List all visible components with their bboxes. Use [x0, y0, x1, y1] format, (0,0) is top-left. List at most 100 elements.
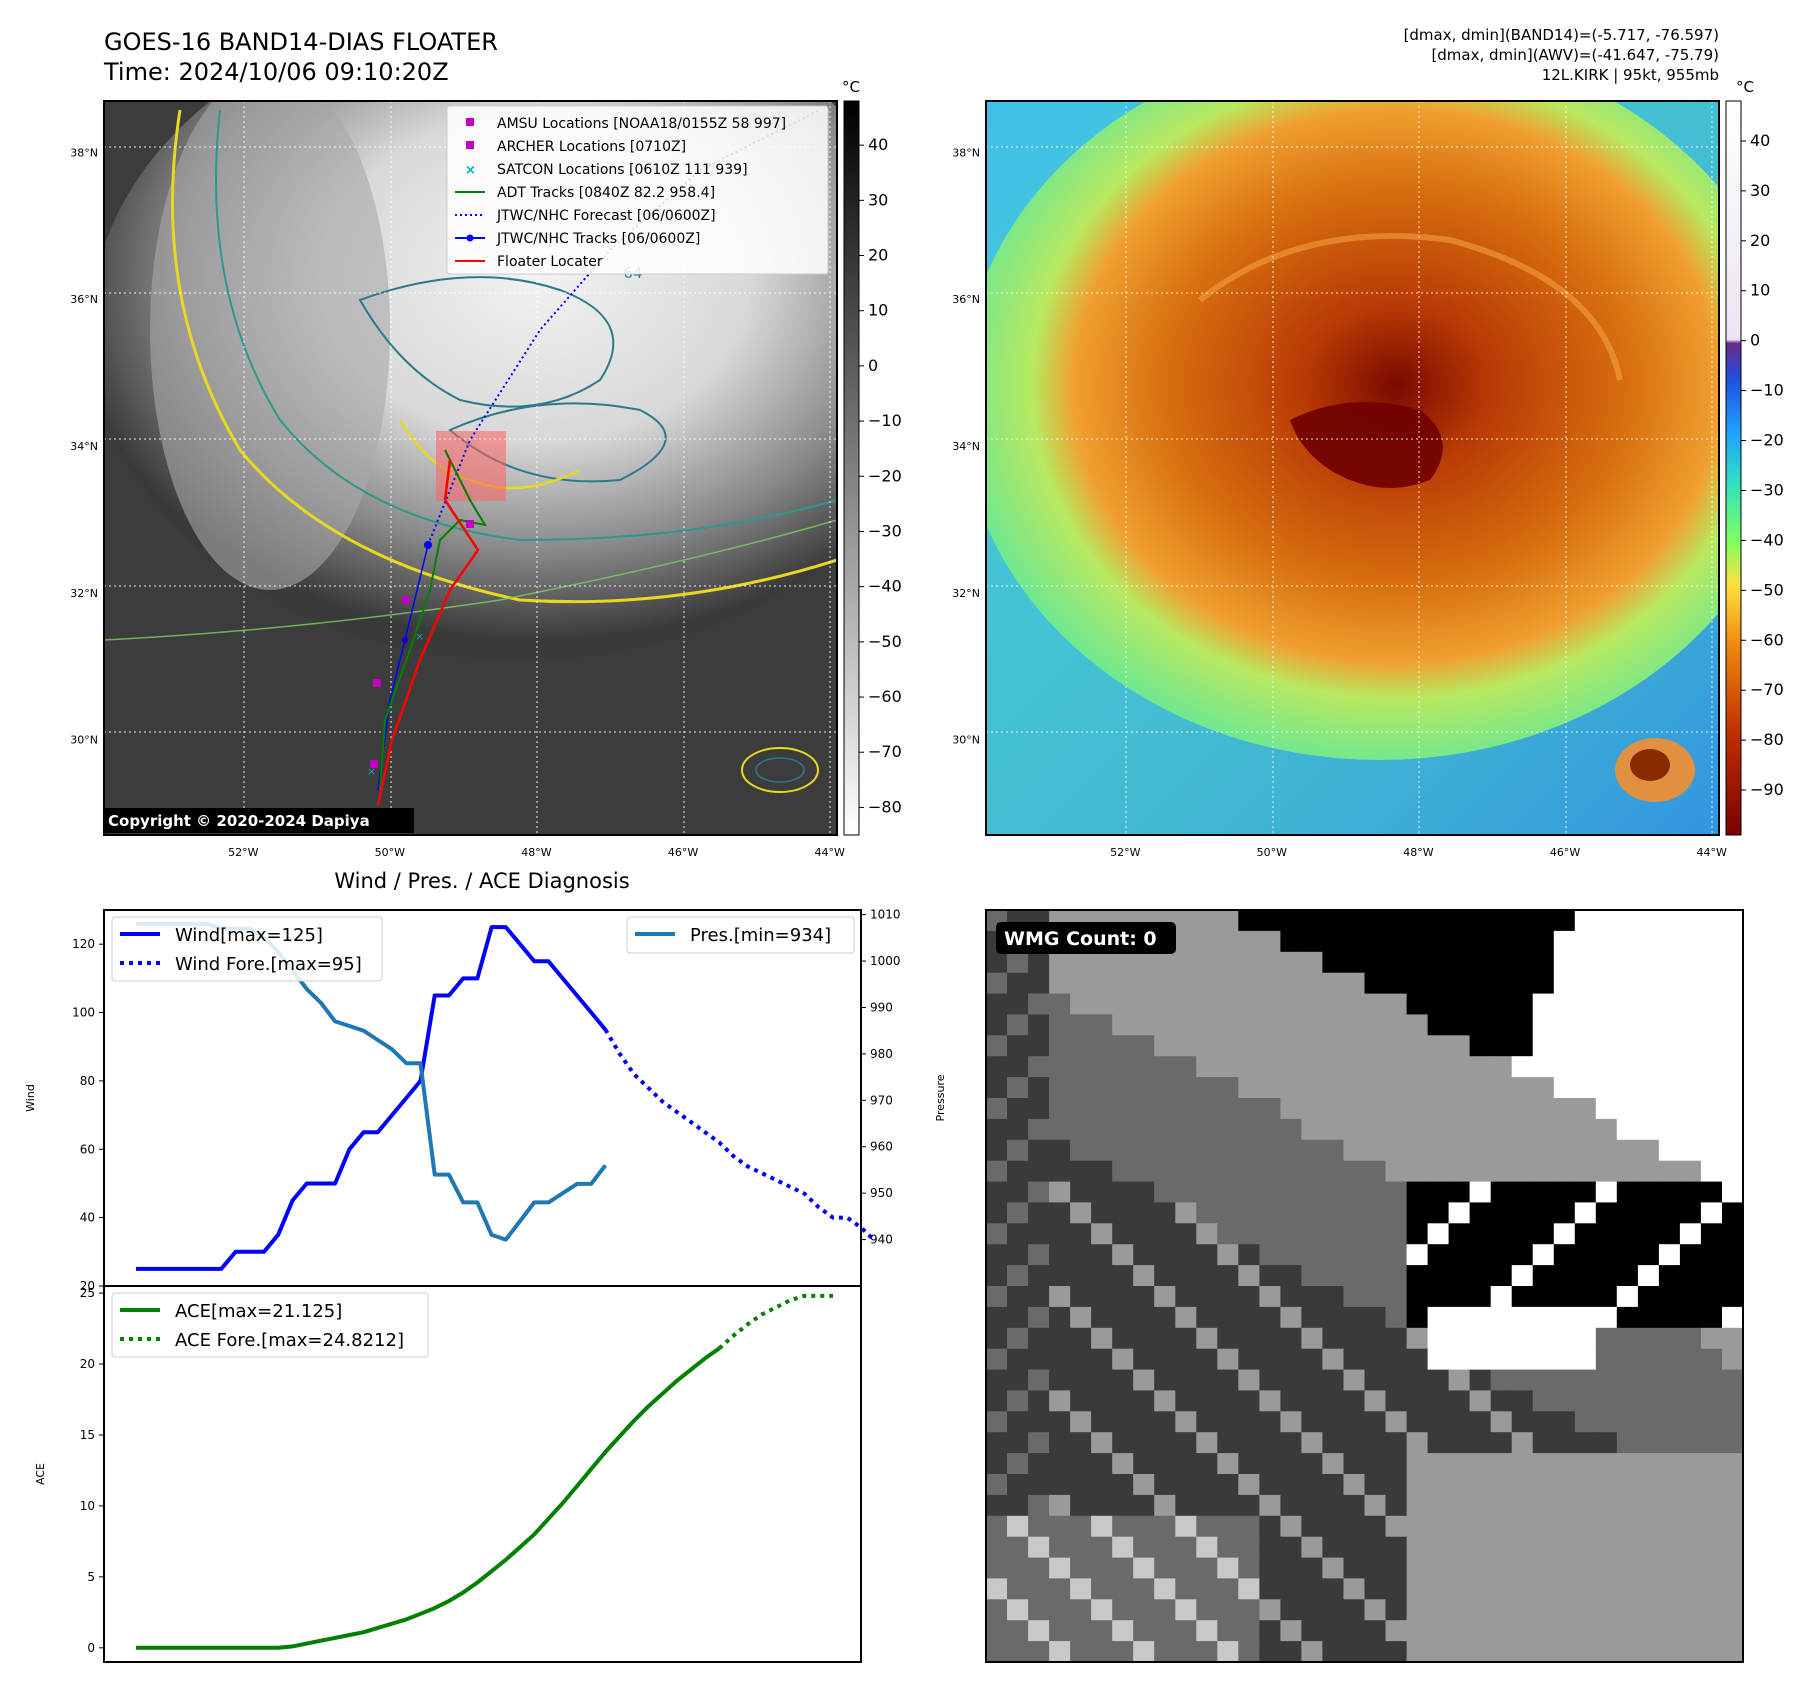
wmg-cell — [1238, 1453, 1260, 1475]
wmg-cell — [986, 1118, 1008, 1141]
wmg-cell — [1595, 1265, 1618, 1287]
wmg-cell — [1427, 910, 1450, 932]
wmg-cell — [1574, 1515, 1597, 1538]
wmg-image — [986, 910, 1744, 1663]
pressure-axis-ticks: 1010 1000 990 980 970 960 950 940 — [861, 908, 901, 1247]
wmg-cell — [1553, 1202, 1576, 1224]
wmg-cell — [1343, 1453, 1366, 1475]
wmg-cell — [1238, 1181, 1260, 1204]
wmg-cell — [1280, 1139, 1302, 1162]
wmg-cell — [1679, 1098, 1702, 1120]
colorbar-tick-label: −30 — [868, 521, 902, 540]
wmg-cell — [1196, 1620, 1218, 1642]
wmg-cell — [1301, 1223, 1323, 1245]
wmg-cell — [1028, 1599, 1050, 1621]
wmg-cell — [1595, 1014, 1618, 1036]
colorbar-tick-label: 30 — [1750, 181, 1770, 200]
wmg-cell — [1238, 1265, 1260, 1287]
wmg-cell — [1616, 1265, 1639, 1287]
colorbar-tick-label: 10 — [868, 301, 888, 320]
ace-tick-label: 25 — [80, 1286, 95, 1300]
wmg-cell — [1217, 1599, 1239, 1621]
wmg-cell — [1322, 1578, 1344, 1600]
wmg-cell — [986, 1620, 1008, 1642]
wmg-cell — [1196, 1578, 1218, 1600]
colorbar-tick-label: −20 — [868, 466, 902, 485]
wmg-cell — [1301, 1557, 1323, 1580]
wmg-cell — [1280, 1118, 1302, 1141]
wmg-cell — [1364, 1286, 1387, 1308]
colorbar-tick-label: −70 — [1750, 680, 1784, 699]
wmg-cell — [1490, 951, 1513, 974]
wmg-cell — [1574, 1641, 1597, 1663]
wmg-cell — [1595, 1474, 1618, 1496]
wmg-cell — [1196, 1453, 1218, 1475]
wmg-cell — [1280, 1390, 1302, 1412]
wmg-cell — [1448, 1286, 1471, 1308]
wmg-cell — [1007, 1620, 1029, 1642]
wmg-cell — [1196, 1536, 1218, 1559]
wmg-cell — [1112, 1181, 1134, 1204]
wmg-cell — [1154, 1118, 1176, 1141]
wmg-cell — [1574, 1098, 1597, 1120]
wmg-cell — [1490, 1014, 1513, 1036]
wmg-cell — [1028, 1348, 1050, 1371]
wmg-cell — [986, 1160, 1008, 1183]
wmg-cell — [1406, 1056, 1429, 1078]
wmg-cell — [1217, 1515, 1239, 1538]
wmg-cell — [1238, 1118, 1260, 1141]
wmg-cell — [986, 1453, 1008, 1475]
pressure-tick-label: 1010 — [870, 908, 901, 922]
wmg-cell — [1091, 1327, 1113, 1350]
wmg-cell — [1301, 930, 1323, 953]
lon-tick-label: 50°W — [375, 846, 405, 859]
wmg-cell — [1511, 1432, 1534, 1454]
wmg-cell — [1091, 1118, 1113, 1141]
wmg-cell — [1196, 1515, 1218, 1538]
wmg-cell — [1028, 972, 1050, 995]
wmg-cell — [1679, 1474, 1702, 1496]
wmg-cell — [1154, 1014, 1176, 1036]
wmg-cell — [1595, 1348, 1618, 1371]
wmg-cell — [1406, 1160, 1429, 1183]
wmg-cell — [1406, 1181, 1429, 1204]
wmg-cell — [1259, 1474, 1281, 1496]
ace-legend: ACE[max=21.125] ACE Fore.[max=24.8212] — [111, 1292, 429, 1358]
jtwc-forecast-track — [427, 109, 821, 546]
colorbar-tick-label: 40 — [868, 135, 888, 154]
wmg-cell — [1133, 1014, 1155, 1036]
wmg-cell — [1574, 1536, 1597, 1559]
wmg-cell — [1448, 1181, 1471, 1204]
wmg-cell — [1133, 1348, 1155, 1371]
wmg-cell — [1070, 1160, 1092, 1183]
wmg-cell — [1070, 1244, 1092, 1266]
wmg-cell — [1532, 910, 1555, 932]
wmg-cell — [1007, 1098, 1029, 1120]
wmg-cell — [1259, 910, 1281, 932]
wmg-cell — [1049, 1035, 1071, 1057]
wmg-cell — [1154, 1244, 1176, 1266]
wmg-cell — [1133, 1286, 1155, 1308]
wmg-cell — [1364, 1223, 1387, 1245]
wmg-cell — [1532, 1202, 1555, 1224]
wmg-cell — [1595, 1494, 1618, 1517]
diagnosis-title: Wind / Pres. / ACE Diagnosis — [334, 869, 629, 893]
wmg-cell — [1364, 1118, 1387, 1141]
wmg-cell — [1469, 1494, 1492, 1517]
wmg-cell — [1007, 1077, 1029, 1099]
wmg-cell — [1469, 993, 1492, 1016]
wmg-cell — [1574, 1181, 1597, 1204]
wmg-cell — [1722, 1098, 1744, 1120]
wmg-cell — [1490, 1578, 1513, 1600]
wmg-cell — [1700, 1536, 1723, 1559]
wmg-cell — [1448, 1557, 1471, 1580]
wmg-cell — [1427, 1202, 1450, 1224]
wmg-cell — [1175, 1118, 1197, 1141]
wmg-cell — [1406, 1035, 1429, 1057]
wmg-cell — [1322, 1244, 1344, 1266]
wmg-cell — [1469, 1223, 1492, 1245]
wmg-cell — [1532, 1453, 1555, 1475]
lon-tick-label: 44°W — [814, 846, 844, 859]
legend-marker — [466, 234, 474, 242]
legend-ace-fore: ACE Fore.[max=24.8212] — [175, 1330, 404, 1351]
